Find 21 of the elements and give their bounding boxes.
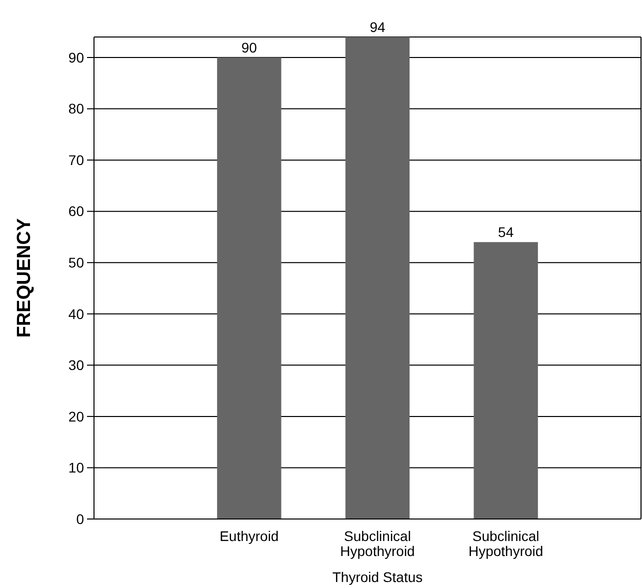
y-tick-label: 0	[76, 510, 84, 527]
data-label: 54	[498, 224, 514, 240]
data-label: 90	[241, 40, 258, 56]
x-tick-label: Subclinical Hypothyroid	[340, 528, 415, 559]
x-tick-label: Euthyroid	[220, 528, 279, 544]
y-tick-label: 50	[68, 254, 84, 271]
y-tick-label: 30	[68, 357, 84, 374]
bar	[474, 242, 538, 519]
x-tick-label: Subclinical Hypothyroid	[468, 528, 544, 559]
y-tick-label: 40	[68, 306, 84, 322]
y-tick-label: 70	[68, 152, 84, 168]
y-tick-label: 20	[68, 408, 84, 424]
data-label: 94	[370, 19, 386, 35]
y-tick-label: 90	[68, 49, 84, 66]
bar	[345, 37, 410, 519]
y-tick-label: 10	[68, 460, 84, 476]
y-axis-title: FREQUENCY	[14, 218, 35, 338]
y-tick-label: 80	[68, 100, 84, 117]
x-axis-title: Thyroid Status	[332, 569, 423, 585]
bar	[217, 58, 282, 519]
y-tick-label: 60	[68, 203, 84, 220]
